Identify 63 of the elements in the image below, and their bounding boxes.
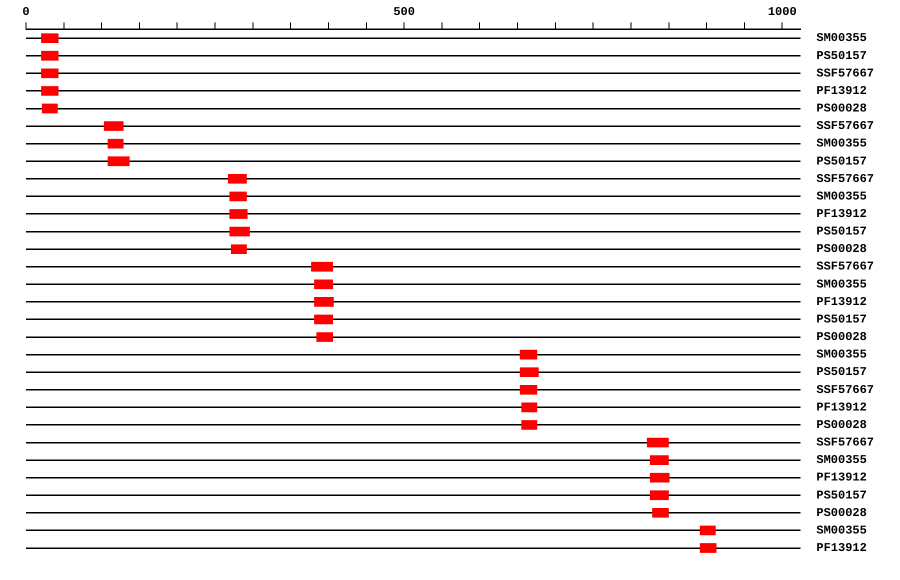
y-tick-label: SM00355 [816,277,867,292]
y-tick-label: PS50157 [816,488,867,502]
y-tick-label: PS50157 [816,312,867,326]
y-tick-label: PF13912 [816,470,867,485]
y-tick-label: SM00355 [816,453,867,468]
y-tick-label: PS00028 [816,102,867,116]
bar [314,279,334,290]
y-tick-label: SM00355 [816,189,867,204]
bar [521,420,538,430]
bar [314,314,334,324]
bar [520,367,539,378]
y-tick-label: PS00028 [816,418,867,432]
bar [311,262,334,272]
y-tick-label: PF13912 [816,207,867,222]
bar [229,209,248,219]
bar [228,174,247,184]
bar [700,526,716,536]
y-tick-label: SSF57667 [816,260,874,274]
bar [520,384,538,395]
bar [314,297,334,307]
y-tick-label: SM00355 [816,136,867,151]
bar [229,226,250,236]
bar [316,332,334,342]
bar [230,244,247,254]
bar [104,121,124,131]
bar [108,138,124,149]
bar [41,50,59,61]
x-tick-label: 500 [393,5,415,20]
x-tick-label: 1000 [768,5,797,20]
bar [42,104,58,114]
bar [650,455,669,465]
y-tick-label: SM00355 [816,523,867,538]
y-tick-label: PF13912 [816,294,867,309]
y-tick-label: PF13912 [816,84,867,98]
bar [41,33,59,44]
y-tick-label: SSF57667 [816,436,874,450]
bar [700,543,716,553]
bar [108,156,130,166]
bar [646,438,669,448]
y-tick-label: SSF57667 [816,66,874,80]
bar [650,472,670,483]
bar [521,402,538,412]
y-tick-label: SSF57667 [816,119,874,134]
y-tick-label: SM00355 [816,31,867,46]
y-tick-label: PS00028 [816,242,867,256]
y-tick-label: SSF57667 [816,172,874,186]
y-tick-label: PS50157 [816,48,867,63]
y-tick-label: PS00028 [816,506,867,520]
y-tick-label: SSF57667 [816,382,874,397]
bar [229,192,247,202]
y-tick-label: PS50157 [816,365,867,380]
y-tick-label: PS50157 [816,224,867,239]
bar [41,68,59,78]
bar [41,86,59,96]
bar [520,350,538,360]
y-tick-label: PS50157 [816,154,867,168]
x-tick-label: 0 [22,5,30,20]
bar [650,490,669,500]
y-tick-label: PF13912 [816,400,867,414]
bar [652,508,669,518]
y-tick-label: PS00028 [816,330,867,344]
y-tick-label: SM00355 [816,348,867,362]
y-tick-label: PF13912 [816,541,867,556]
